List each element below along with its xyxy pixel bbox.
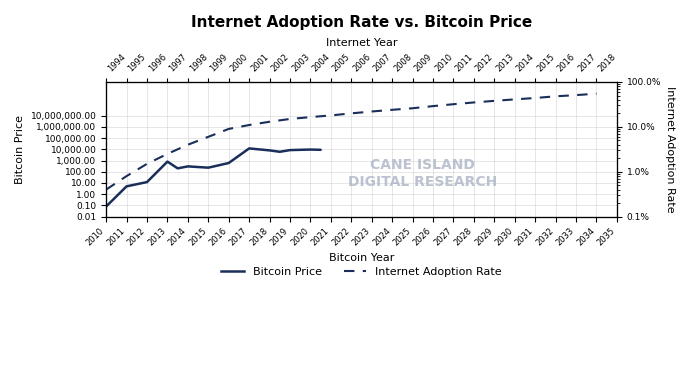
X-axis label: Bitcoin Year: Bitcoin Year — [329, 253, 394, 263]
Title: Internet Adoption Rate vs. Bitcoin Price: Internet Adoption Rate vs. Bitcoin Price — [191, 15, 532, 30]
Y-axis label: Bitcoin Price: Bitcoin Price — [15, 115, 25, 184]
X-axis label: Internet Year: Internet Year — [326, 38, 397, 48]
Text: CANE ISLAND
DIGITAL RESEARCH: CANE ISLAND DIGITAL RESEARCH — [348, 158, 497, 188]
Legend: Bitcoin Price, Internet Adoption Rate: Bitcoin Price, Internet Adoption Rate — [217, 262, 506, 281]
Y-axis label: Internet Adoption Rate: Internet Adoption Rate — [665, 86, 675, 213]
